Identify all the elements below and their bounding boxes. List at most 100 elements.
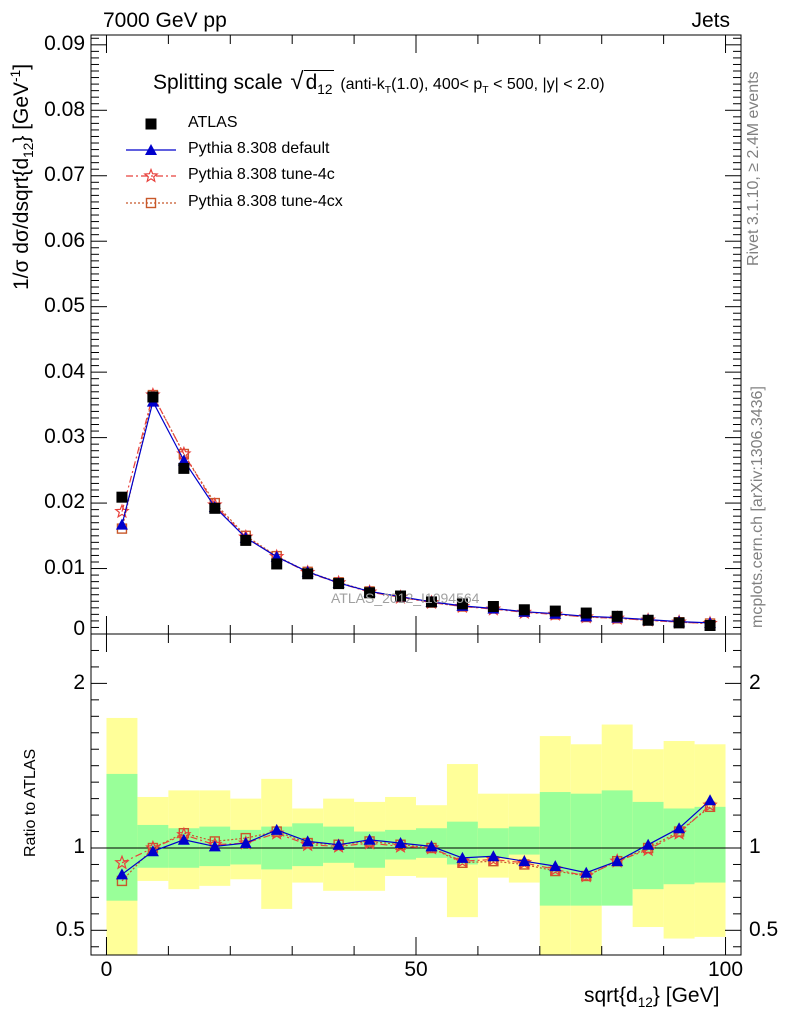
header-left: 7000 GeV pp: [103, 9, 227, 32]
ratio-ytick-label: 0.5: [55, 917, 85, 941]
ratio-series-line: [121, 799, 711, 875]
atlas-data-point: [487, 601, 499, 613]
ratio-series-point: [114, 854, 130, 870]
title-details-b: (1.0), 400< p: [391, 76, 483, 93]
legend-marker-icon: [145, 197, 157, 209]
title-details-sub: T: [384, 85, 392, 97]
x-axis-label: sqrt{d12} [GeV]: [584, 984, 719, 1010]
ratio-series-point: [580, 866, 593, 878]
legend-label-tune4c: Pythia 8.308 tune-4c: [188, 166, 335, 183]
xtick-label: 50: [404, 958, 428, 982]
main-ylabel-c: ]: [10, 63, 33, 70]
main-ylabel: 1/σ dσ/dsqrt{d12} [GeV-1]: [8, 64, 36, 290]
legend-markers: [126, 118, 176, 209]
legend-label-tune4cx: Pythia 8.308 tune-4cx: [188, 193, 343, 210]
ratio-series-point: [363, 833, 376, 845]
atlas-data-point: [240, 534, 252, 546]
atlas-data-point: [642, 614, 654, 626]
ratio-band-inner: [539, 792, 571, 906]
atlas-data-point: [209, 502, 221, 514]
title-sqrt-sub: 12: [317, 82, 333, 98]
legend-label-default: Pythia 8.308 default: [188, 140, 330, 157]
ratio-series-point: [454, 853, 471, 868]
title-details-sub2: T: [482, 85, 489, 97]
title-details-a: (anti-k: [340, 76, 385, 93]
ratio-series-point: [456, 851, 469, 863]
ratio-series-point: [518, 855, 531, 867]
ratio-series-point: [549, 860, 562, 872]
axis-ticks: [91, 35, 741, 955]
atlas-data-point: [549, 605, 561, 617]
atlas-data-point: [580, 607, 592, 619]
atlas-data-point: [456, 598, 468, 610]
main-ytick-label: 0.07: [44, 163, 85, 187]
title-prefix: Splitting scale: [153, 71, 283, 94]
title-details-c: < 500, |y| < 2.0): [488, 76, 605, 93]
main-series-point: [114, 503, 130, 519]
title-details: (anti-kT(1.0), 400< pT < 500, |y| < 2.0): [340, 76, 605, 97]
ratio-series-point: [270, 823, 283, 835]
legend-marker-icon: [145, 118, 157, 130]
ratio-ylabel: Ratio to ATLAS: [22, 748, 39, 857]
atlas-data-point: [178, 462, 190, 474]
header-right: Jets: [691, 9, 730, 32]
ratio-band-inner: [106, 773, 138, 901]
main-ytick-label: 0.05: [44, 294, 85, 318]
main-ytick-label: 0.03: [44, 425, 85, 448]
legend-marker-icon: [143, 167, 159, 183]
ratio-series-point: [611, 855, 624, 867]
ratio-series-point: [146, 845, 159, 857]
main-ytick-label: 0.02: [44, 490, 85, 514]
x-axis-label-a: sqrt{d: [584, 984, 638, 1007]
main-series: [114, 386, 718, 631]
atlas-data-point: [364, 587, 376, 599]
sqrt-icon: √: [290, 68, 304, 95]
watermark: ATLAS_2012_I1094564: [331, 590, 480, 606]
rivet-label: Rivet 3.1.10, ≥ 2.4M events: [745, 71, 762, 266]
legend-label-atlas: ATLAS: [188, 114, 238, 131]
xtick-label: 100: [707, 958, 744, 982]
ratio-ytick-label: 1: [73, 835, 85, 859]
ratio-ytick-label: 2: [73, 670, 85, 694]
plot-title: Splitting scale √d12 (anti-kT(1.0), 400<…: [153, 68, 605, 97]
main-ytick-label-zero: 0: [73, 617, 85, 641]
ratio-series-point: [487, 850, 500, 862]
main-ytick-label: 0.01: [44, 555, 85, 579]
ratio-band-inner: [570, 793, 602, 906]
atlas-data-point: [147, 391, 159, 403]
main-series-point: [115, 518, 128, 530]
ratio-bands: [106, 717, 726, 955]
atlas-data-point: [116, 491, 128, 503]
title-sqrt: √d12: [290, 68, 335, 98]
atlas-data-point: [611, 610, 623, 622]
ratio-series-point: [299, 836, 316, 852]
title-sqrt-arg: d: [305, 71, 318, 94]
ratio-band-inner: [508, 826, 540, 855]
ratio-series: [114, 794, 718, 887]
atlas-data-point: [302, 568, 314, 580]
main-ytick-label: 0.08: [44, 97, 85, 121]
main-ytick-label: 0.04: [44, 359, 85, 383]
ratio-series-point: [673, 822, 686, 834]
atlas-data-point: [673, 617, 685, 629]
main-series-point: [177, 454, 190, 466]
ratio-ytick-label-right: 1: [749, 835, 761, 859]
ratio-series-point: [208, 840, 221, 852]
legend-marker-icon: [145, 144, 157, 155]
ratio-band-inner: [663, 808, 695, 885]
atlas-data-point: [333, 578, 345, 590]
ratio-series-point: [704, 794, 717, 806]
atlas-data-point: [425, 596, 437, 608]
atlas-data-point: [704, 619, 716, 631]
ratio-series-point: [239, 837, 252, 849]
ratio-ytick-label-right: 0.5: [749, 917, 779, 941]
ratio-series-point: [425, 840, 438, 852]
ratio-series-point: [115, 868, 128, 880]
atlas-data-point: [518, 604, 530, 616]
ratio-series-point: [332, 838, 345, 850]
ratio-series-point: [642, 838, 655, 850]
xtick-label: 0: [100, 958, 113, 982]
mcplots-label: mcplots.cern.ch [arXiv:1306.3436]: [749, 386, 766, 628]
ratio-series-point: [392, 838, 409, 853]
